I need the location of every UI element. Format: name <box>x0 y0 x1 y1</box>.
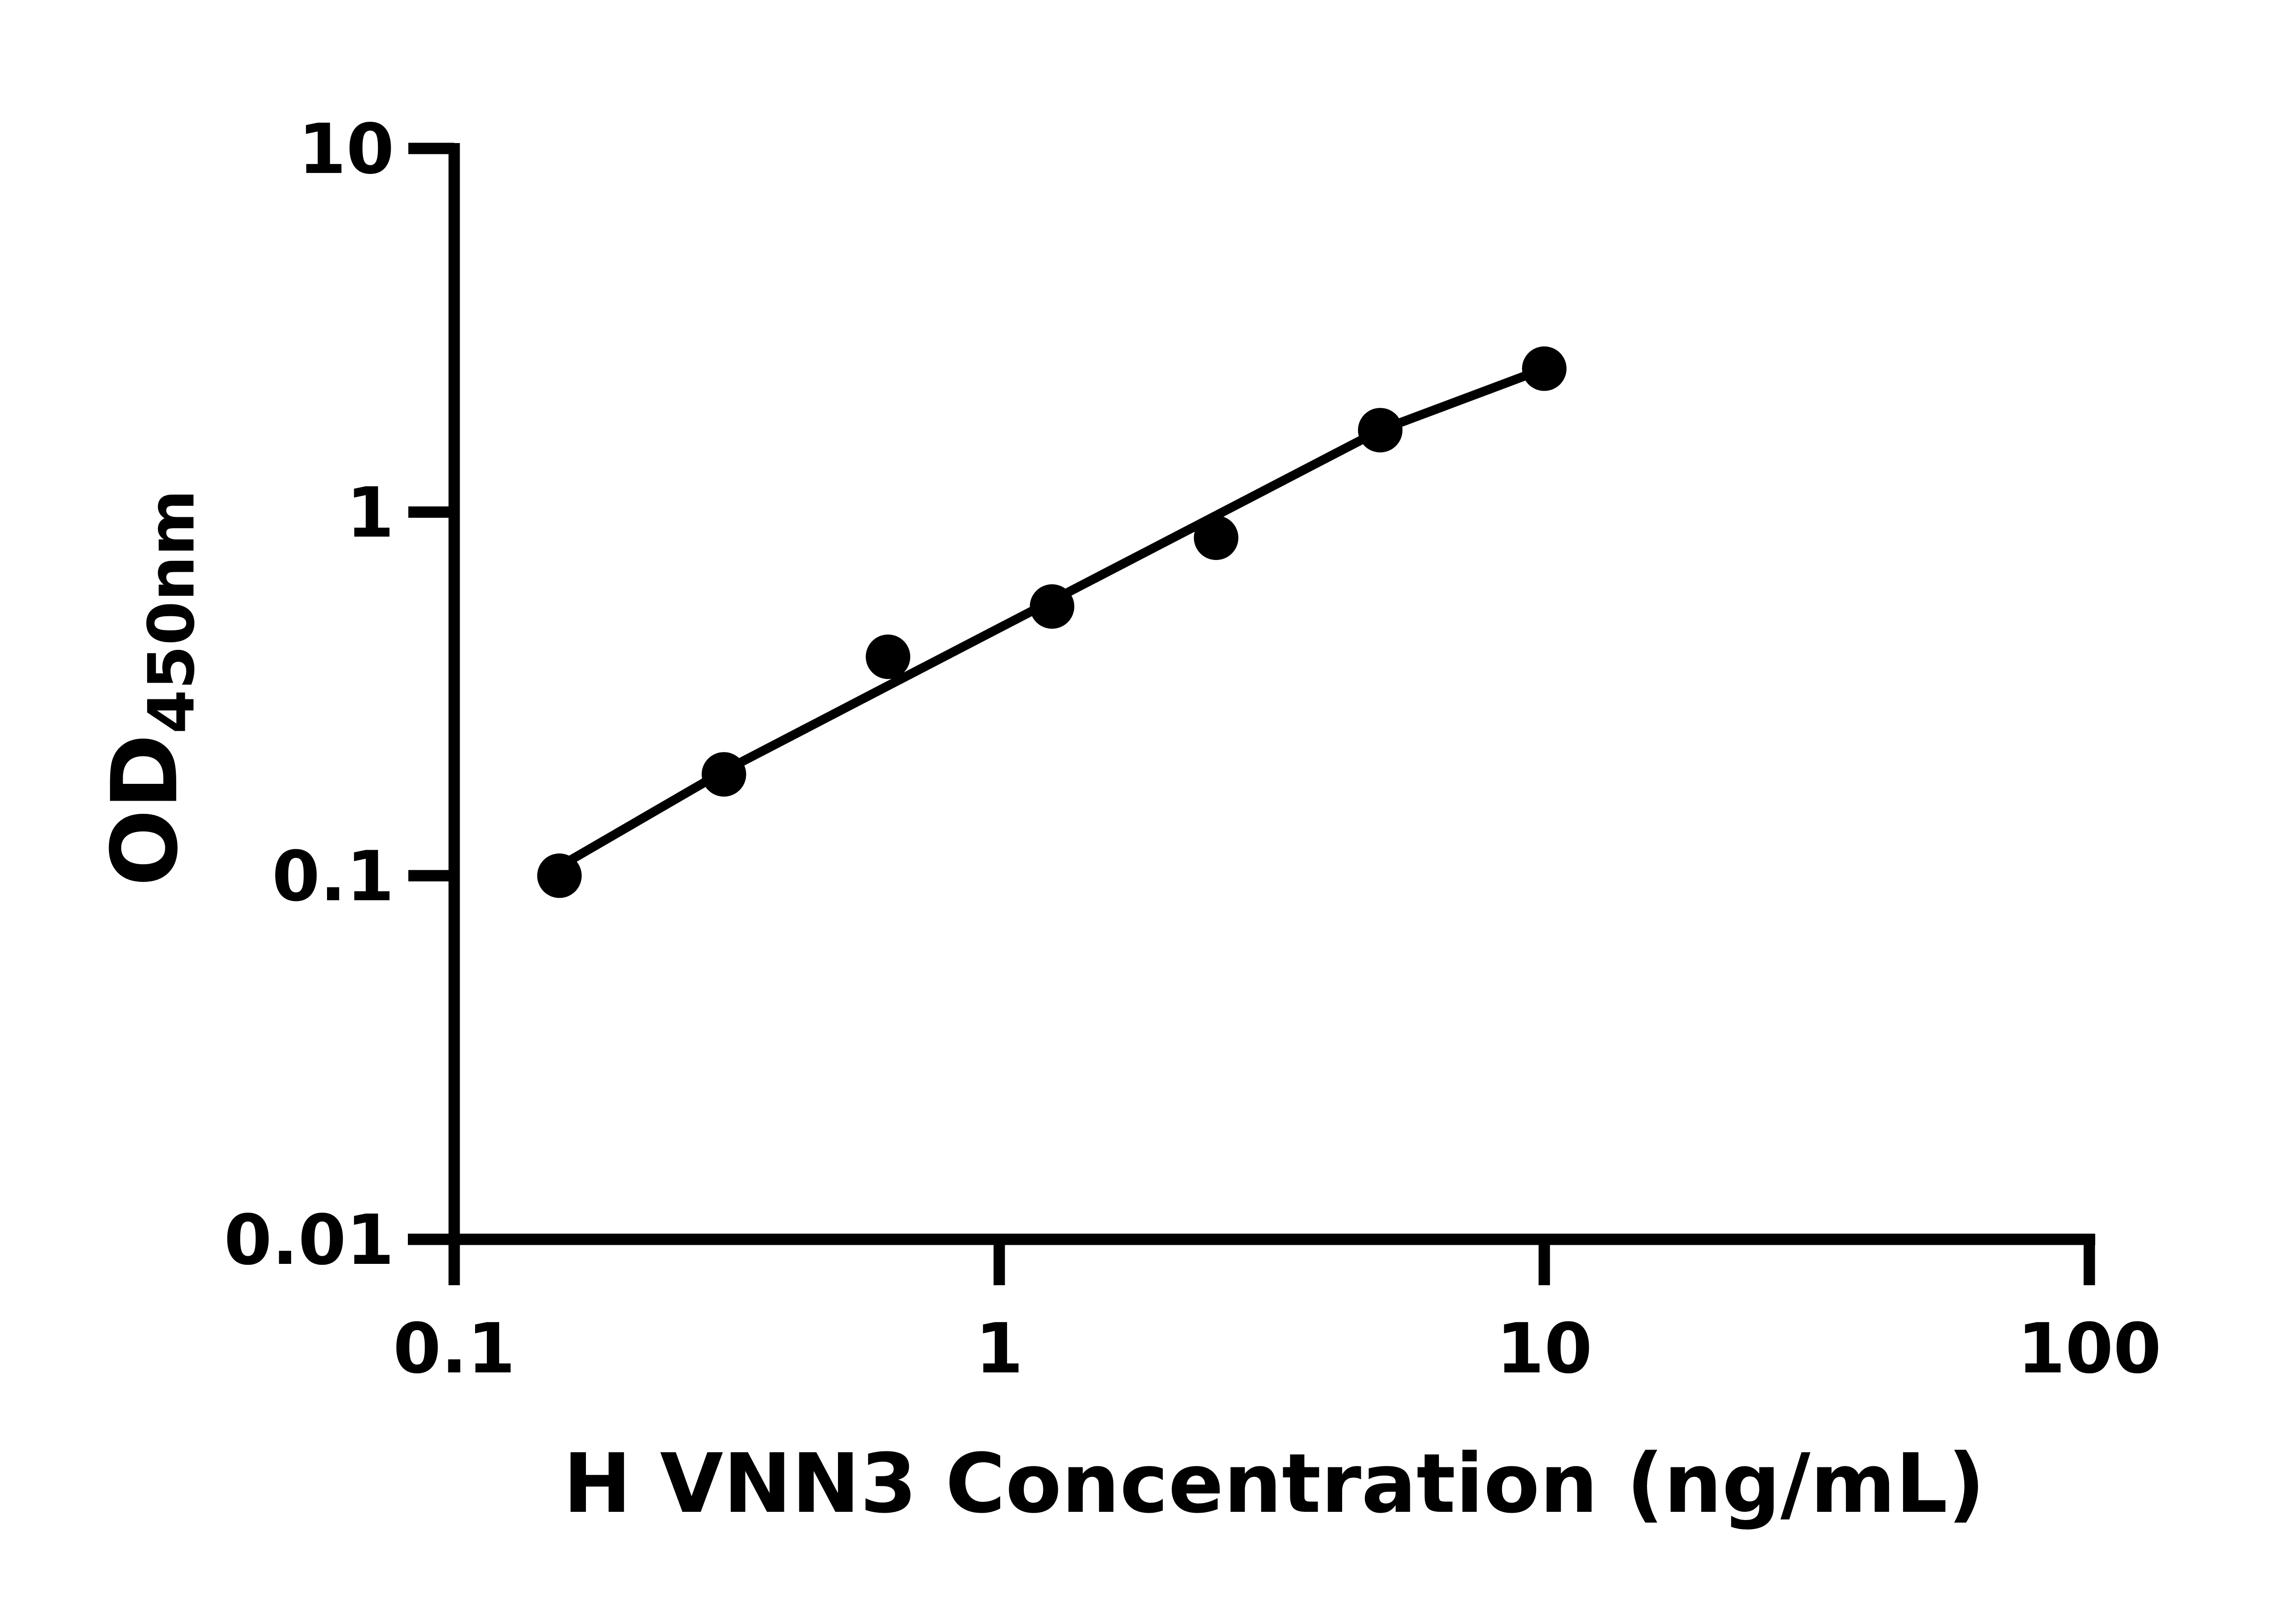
y-tick-label: 10 <box>298 109 394 189</box>
x-tick-label: 100 <box>2017 1308 2161 1389</box>
data-point <box>1194 515 1239 560</box>
x-tick-label: 1 <box>975 1308 1023 1389</box>
x-tick-label: 10 <box>1496 1308 1592 1389</box>
y-axis-title-subscript: 450nm <box>135 490 209 734</box>
y-tick-label: 0.01 <box>224 1200 394 1280</box>
data-point <box>537 853 582 898</box>
x-axis-title: H VNN3 Concentration (ng/mL) <box>563 1436 1985 1531</box>
data-point <box>1030 584 1075 629</box>
y-axis-title-main: OD <box>92 733 198 886</box>
data-point <box>1522 346 1567 391</box>
y-axis-title: OD450nm <box>92 490 209 886</box>
x-tick-label: 0.1 <box>393 1308 515 1389</box>
data-point <box>701 752 746 797</box>
data-point <box>1358 408 1403 453</box>
y-tick-label: 0.1 <box>272 836 394 916</box>
y-tick-label: 1 <box>346 473 394 553</box>
data-point <box>866 634 911 679</box>
